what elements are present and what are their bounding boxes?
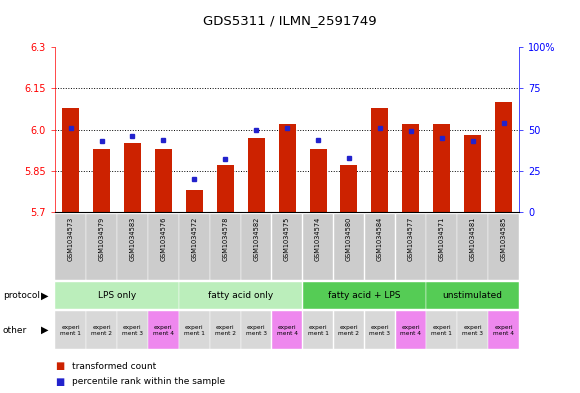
Text: experi
ment 2: experi ment 2 [339,325,360,336]
Bar [426,311,457,349]
Text: ▶: ▶ [41,291,48,301]
Bar [179,282,302,309]
Bar [117,214,148,280]
Bar [396,311,426,349]
Text: experi
ment 4: experi ment 4 [277,325,298,336]
Bar [272,214,302,280]
Bar [278,124,296,212]
Bar [272,311,302,349]
Text: GSM1034585: GSM1034585 [501,217,507,261]
Bar [458,311,488,349]
Text: fatty acid only: fatty acid only [208,291,273,300]
Text: GSM1034583: GSM1034583 [129,217,136,261]
Bar [86,311,117,349]
Bar [464,135,481,212]
Text: GSM1034580: GSM1034580 [346,217,352,261]
Text: experi
ment 1: experi ment 1 [60,325,81,336]
Bar [210,214,241,280]
Text: GSM1034572: GSM1034572 [191,217,197,261]
Text: experi
ment 4: experi ment 4 [400,325,421,336]
Text: GSM1034574: GSM1034574 [315,217,321,261]
Bar [55,214,86,280]
Text: experi
ment 1: experi ment 1 [184,325,205,336]
Text: GSM1034578: GSM1034578 [222,217,229,261]
Bar [148,214,179,280]
Text: experi
ment 3: experi ment 3 [246,325,267,336]
Text: GSM1034573: GSM1034573 [67,217,74,261]
Bar [458,214,488,280]
Bar [403,124,419,212]
Text: GSM1034581: GSM1034581 [470,217,476,261]
Bar [55,311,86,349]
Text: experi
ment 2: experi ment 2 [215,325,235,336]
Text: transformed count: transformed count [72,362,157,371]
Bar [365,214,395,280]
Bar [426,214,457,280]
Text: GSM1034584: GSM1034584 [377,217,383,261]
Text: GSM1034576: GSM1034576 [160,217,166,261]
Text: unstimulated: unstimulated [443,291,503,300]
Bar [488,311,519,349]
Bar [55,282,179,309]
Text: GSM1034575: GSM1034575 [284,217,290,261]
Text: ▶: ▶ [41,325,48,335]
Text: GSM1034582: GSM1034582 [253,217,259,261]
Bar [62,108,79,212]
Text: experi
ment 4: experi ment 4 [493,325,514,336]
Bar [303,311,333,349]
Bar [334,214,364,280]
Bar [241,214,271,280]
Text: GSM1034571: GSM1034571 [438,217,445,261]
Text: protocol: protocol [3,291,40,300]
Text: experi
ment 3: experi ment 3 [369,325,390,336]
Bar [179,311,209,349]
Bar [488,214,519,280]
Text: experi
ment 4: experi ment 4 [153,325,174,336]
Bar [210,311,241,349]
Text: ■: ■ [55,377,64,387]
Text: LPS only: LPS only [98,291,136,300]
Text: experi
ment 1: experi ment 1 [307,325,328,336]
Bar [495,102,512,212]
Text: experi
ment 2: experi ment 2 [91,325,112,336]
Bar [93,149,110,212]
Bar [303,282,426,309]
Bar [179,214,209,280]
Bar [365,311,395,349]
Bar [124,143,141,212]
Text: percentile rank within the sample: percentile rank within the sample [72,378,226,386]
Text: experi
ment 3: experi ment 3 [462,325,483,336]
Bar [186,190,203,212]
Text: other: other [3,326,27,334]
Bar [371,108,389,212]
Bar [248,138,264,212]
Bar [340,165,357,212]
Bar [241,311,271,349]
Bar [396,214,426,280]
Text: ■: ■ [55,361,64,371]
Bar [426,282,519,309]
Text: GSM1034577: GSM1034577 [408,217,414,261]
Text: GSM1034579: GSM1034579 [99,217,104,261]
Bar [86,214,117,280]
Text: fatty acid + LPS: fatty acid + LPS [328,291,401,300]
Bar [148,311,179,349]
Text: experi
ment 3: experi ment 3 [122,325,143,336]
Bar [303,214,333,280]
Bar [117,311,148,349]
Bar [217,165,234,212]
Bar [155,149,172,212]
Bar [334,311,364,349]
Text: experi
ment 1: experi ment 1 [432,325,452,336]
Bar [433,124,450,212]
Bar [310,149,327,212]
Text: GDS5311 / ILMN_2591749: GDS5311 / ILMN_2591749 [203,14,377,27]
